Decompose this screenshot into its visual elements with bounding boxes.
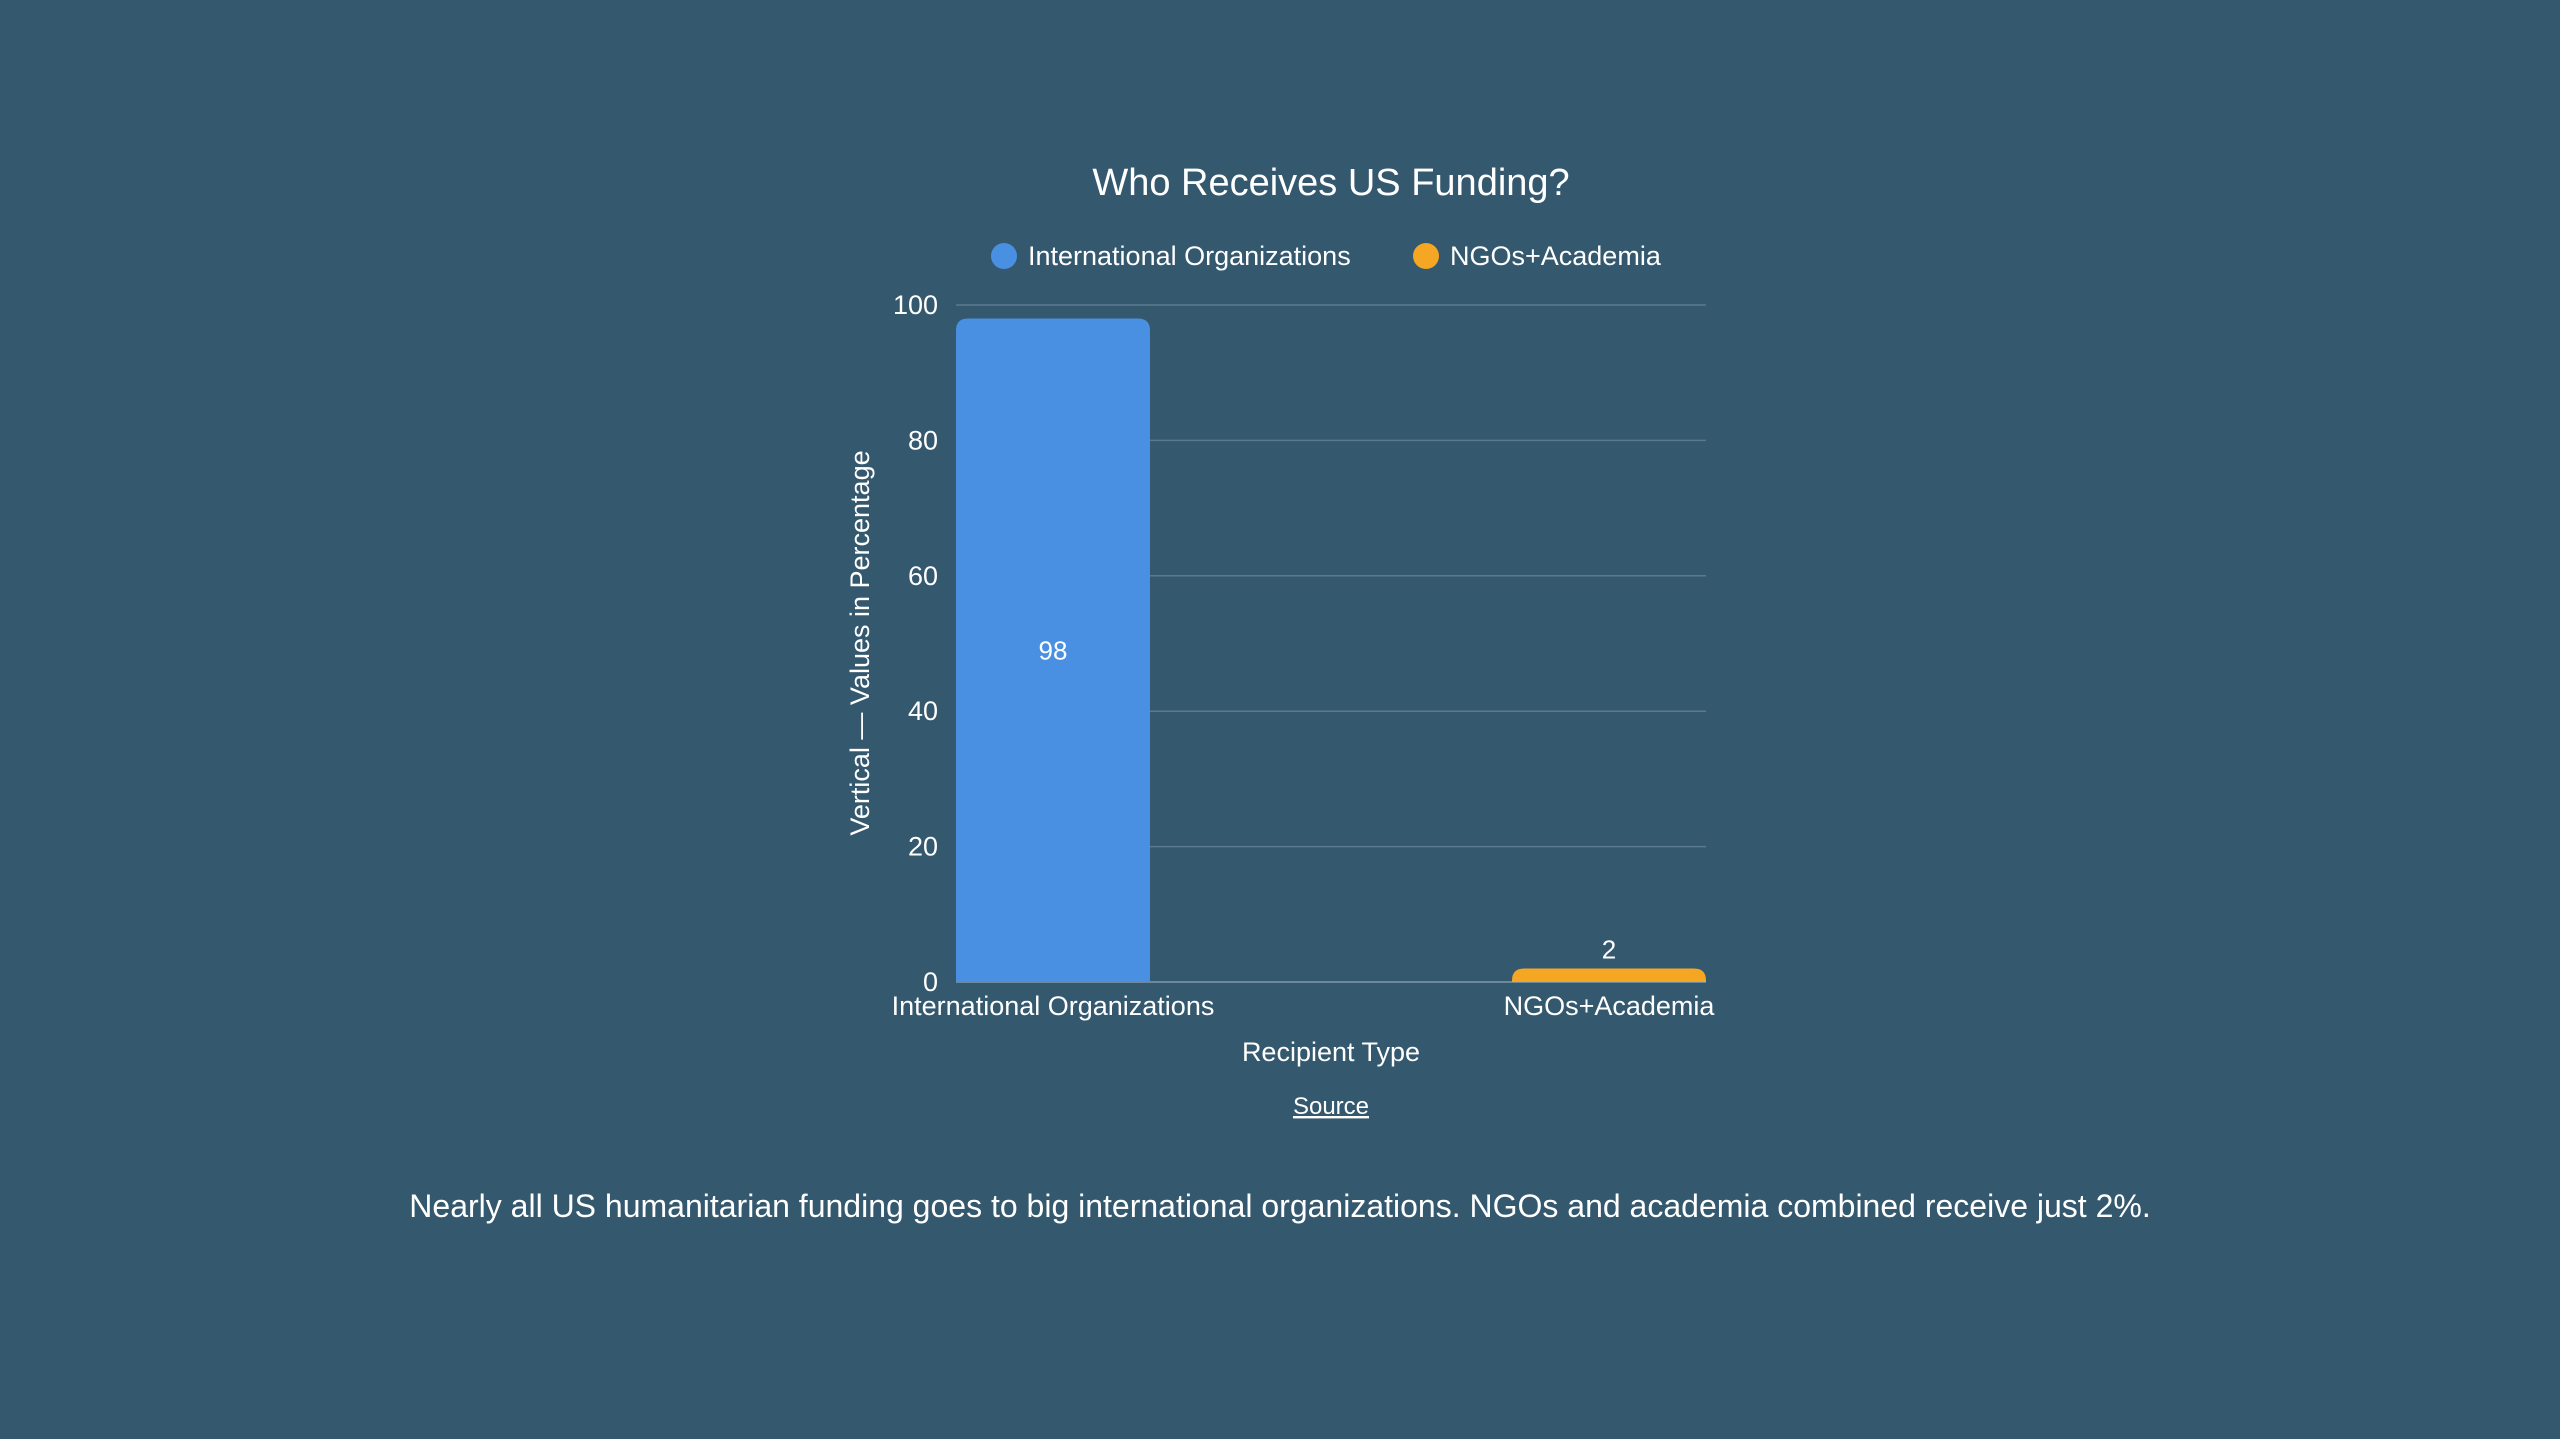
y-axis-title: Vertical — Values in Percentage bbox=[845, 450, 875, 835]
y-axis-ticks: 0 20 40 60 80 100 bbox=[893, 290, 938, 997]
legend-marker-international-organizations bbox=[991, 243, 1017, 269]
legend-label-international-organizations: International Organizations bbox=[1028, 241, 1351, 271]
y-tick-label-0: 0 bbox=[923, 967, 938, 997]
data-label-ngos-academia: 2 bbox=[1602, 934, 1616, 964]
y-tick-label-20: 20 bbox=[908, 832, 938, 862]
x-tick-label-international-organizations: International Organizations bbox=[892, 991, 1215, 1021]
bar-international-organizations bbox=[956, 318, 1150, 982]
x-tick-label-ngos-academia: NGOs+Academia bbox=[1504, 991, 1716, 1021]
y-tick-label-80: 80 bbox=[908, 425, 938, 455]
legend-label-ngos-academia: NGOs+Academia bbox=[1450, 241, 1662, 271]
x-axis-ticks: International Organizations NGOs+Academia bbox=[892, 991, 1716, 1021]
data-label-international-organizations: 98 bbox=[1039, 635, 1068, 665]
x-axis-title: Recipient Type bbox=[1242, 1037, 1420, 1067]
bar-value-labels: 98 2 bbox=[1039, 635, 1617, 964]
chart-title: Who Receives US Funding? bbox=[1092, 162, 1569, 204]
chart-caption: Nearly all US humanitarian funding goes … bbox=[409, 1188, 2151, 1224]
chart-legend: International Organizations NGOs+Academi… bbox=[991, 241, 1662, 271]
source-link[interactable]: Source bbox=[1293, 1093, 1369, 1120]
y-tick-label-100: 100 bbox=[893, 290, 938, 320]
bars bbox=[956, 318, 1706, 982]
y-tick-label-40: 40 bbox=[908, 696, 938, 726]
bar-ngos-academia bbox=[1512, 968, 1706, 982]
y-tick-label-60: 60 bbox=[908, 561, 938, 591]
legend-marker-ngos-academia bbox=[1413, 243, 1439, 269]
